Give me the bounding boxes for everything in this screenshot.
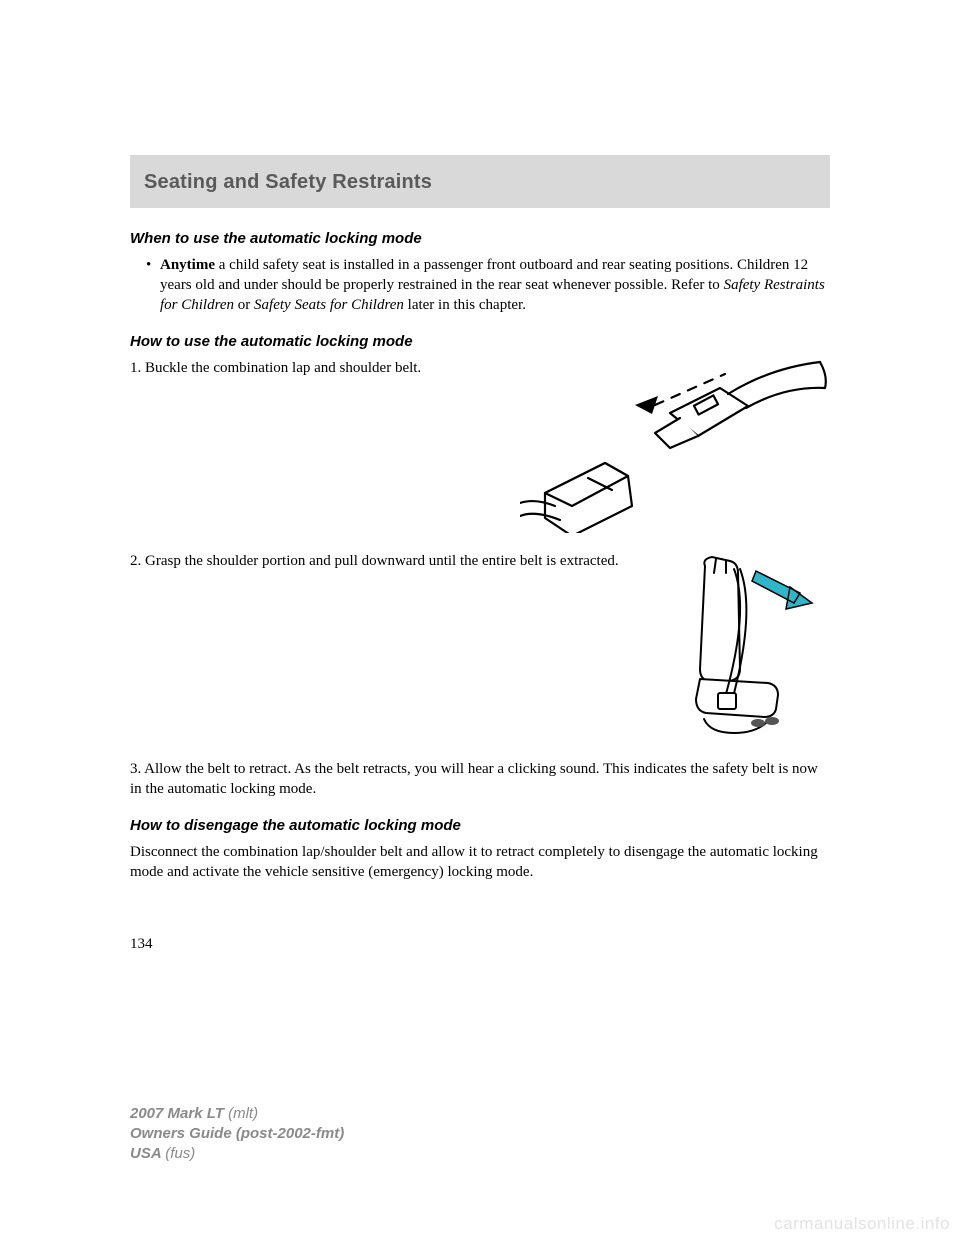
- footer-model: 2007 Mark LT: [130, 1105, 228, 1122]
- subheading-when: When to use the automatic locking mode: [130, 230, 830, 247]
- footer-line-2: Owners Guide (post-2002-fmt): [130, 1124, 344, 1144]
- section-header-bar: Seating and Safety Restraints: [130, 155, 830, 208]
- footer-line-3: USA (fus): [130, 1144, 344, 1164]
- ref-2: Safety Seats for Children: [254, 297, 404, 313]
- step-2-text: 2. Grasp the shoulder portion and pull d…: [130, 551, 660, 571]
- step-1-row: 1. Buckle the combination lap and should…: [130, 358, 830, 533]
- bullet-rest: a child safety seat is installed in a pa…: [160, 257, 808, 293]
- bullet-tail: later in this chapter.: [404, 297, 526, 313]
- buckle-illustration: [520, 358, 830, 533]
- seat-pull-illustration: [660, 551, 830, 741]
- footer-region: USA: [130, 1145, 165, 1162]
- bullet-mid: or: [234, 297, 254, 313]
- footer-region-code: (fus): [165, 1145, 195, 1162]
- bullet-text: Anytime a child safety seat is installed…: [160, 255, 830, 315]
- step-3-text: 3. Allow the belt to retract. As the bel…: [130, 759, 830, 799]
- section-header-title: Seating and Safety Restraints: [144, 171, 816, 194]
- bullet-item: • Anytime a child safety seat is install…: [130, 255, 830, 315]
- subheading-how-use: How to use the automatic locking mode: [130, 333, 830, 350]
- subheading-disengage: How to disengage the automatic locking m…: [130, 817, 830, 834]
- bullet-dot: •: [146, 255, 160, 315]
- bullet-lead: Anytime: [160, 257, 215, 273]
- footer-line-1: 2007 Mark LT (mlt): [130, 1104, 344, 1124]
- step-2-row: 2. Grasp the shoulder portion and pull d…: [130, 551, 830, 741]
- step-1-text: 1. Buckle the combination lap and should…: [130, 358, 520, 378]
- disengage-text: Disconnect the combination lap/shoulder …: [130, 842, 830, 882]
- footer-block: 2007 Mark LT (mlt) Owners Guide (post-20…: [130, 1104, 344, 1164]
- page-number: 134: [130, 936, 830, 953]
- footer-model-code: (mlt): [228, 1105, 258, 1122]
- manual-page: Seating and Safety Restraints When to us…: [0, 0, 960, 1242]
- watermark: carmanualsonline.info: [774, 1214, 950, 1234]
